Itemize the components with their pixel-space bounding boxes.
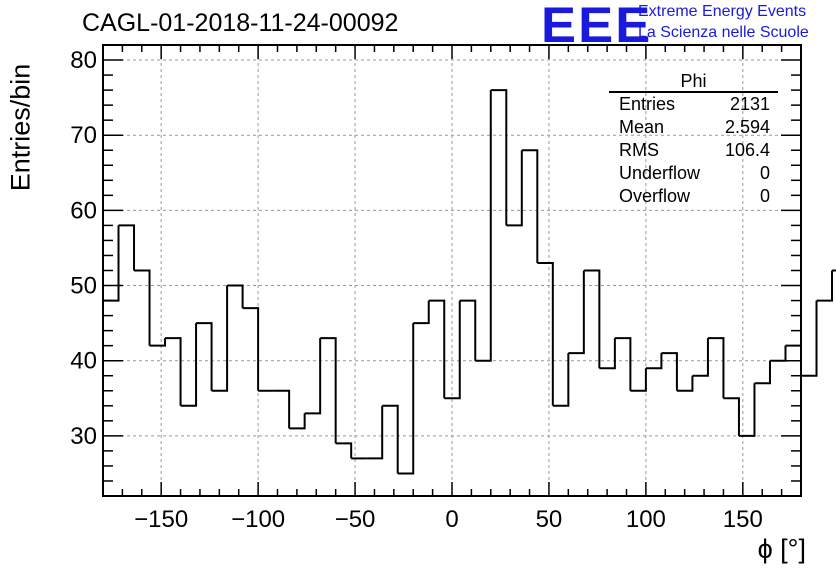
histogram-bin xyxy=(459,299,477,361)
x-tick-label: −100 xyxy=(231,506,285,533)
histogram-bin xyxy=(521,149,539,263)
histogram-bin xyxy=(413,300,430,325)
histogram-bin xyxy=(537,261,554,406)
x-axis-label: ϕ [°] xyxy=(757,534,806,564)
histogram-bin xyxy=(444,300,461,400)
histogram-bin xyxy=(738,383,756,437)
histogram-bins xyxy=(103,89,836,475)
histogram-bin xyxy=(227,284,244,309)
histogram-bin xyxy=(118,224,136,271)
tick-labels: −150 −100 −50 0 50 100 150 30 40 50 60 70 80 xyxy=(70,47,763,533)
histogram-bin xyxy=(366,405,384,460)
histogram-bin xyxy=(289,413,306,430)
histogram-bin xyxy=(196,322,213,391)
histogram-bin xyxy=(103,225,120,302)
histogram-bin xyxy=(320,337,337,444)
histogram-bin xyxy=(211,285,229,392)
stats-row-rms: RMS 106.4 xyxy=(609,139,778,162)
stats-value: 2.594 xyxy=(724,117,770,137)
histogram-bin xyxy=(149,338,167,347)
histogram-bin xyxy=(661,352,678,391)
x-tick-label: −50 xyxy=(335,506,376,533)
histogram-bin xyxy=(335,442,353,459)
stats-value: 0 xyxy=(759,163,770,183)
stats-value: 106.4 xyxy=(724,140,770,160)
histogram-bin xyxy=(490,89,508,226)
histogram-bin xyxy=(630,368,647,392)
x-tick-label: 50 xyxy=(536,506,563,533)
logo-subtitle-2: La Scienza nelle Scuole xyxy=(638,24,809,41)
histogram-bin xyxy=(304,338,322,415)
y-tick-label: 70 xyxy=(70,122,97,149)
y-tick-label: 50 xyxy=(70,273,97,300)
histogram-bin xyxy=(475,90,492,362)
stats-label: Entries xyxy=(619,94,676,114)
stats-row-entries: Entries 2131 xyxy=(609,93,778,116)
histogram-bin xyxy=(769,345,787,362)
grid xyxy=(103,45,801,496)
y-axis-label: Entries/bin xyxy=(5,63,36,192)
histogram-bin xyxy=(614,337,632,391)
histogram-bin xyxy=(134,269,151,346)
y-tick-label: 30 xyxy=(70,423,97,450)
chart-title: CAGL-01-2018-11-24-00092 xyxy=(82,9,399,37)
histogram-bin xyxy=(242,307,260,391)
histogram-bin xyxy=(645,353,663,370)
histogram-bin xyxy=(692,338,709,377)
stats-row-overflow: Overflow 0 xyxy=(609,185,778,208)
y-tick-label: 40 xyxy=(70,348,97,375)
x-tick-label: 100 xyxy=(626,506,666,533)
y-tick-label: 60 xyxy=(70,197,97,224)
x-tick-label: −150 xyxy=(134,506,188,533)
x-tick-label: 0 xyxy=(445,506,458,533)
histogram-bin xyxy=(382,404,399,474)
stats-value: 0 xyxy=(759,186,770,206)
histogram-bin xyxy=(165,337,182,406)
stats-label: Mean xyxy=(619,117,665,137)
stats-box: Phi Entries 2131 Mean 2.594 RMS 106.4 Un… xyxy=(609,72,778,208)
histogram-bin xyxy=(599,338,616,370)
histogram-bin xyxy=(583,269,601,369)
histogram-bin xyxy=(723,397,740,436)
histogram-bin xyxy=(552,353,570,407)
plot-frame xyxy=(102,44,802,497)
histogram-bin xyxy=(707,337,725,399)
histogram-bin xyxy=(676,375,694,392)
stats-row-mean: Mean 2.594 xyxy=(609,116,778,139)
histogram-bin xyxy=(273,389,291,429)
stats-title: Phi xyxy=(609,72,778,93)
histogram-bin xyxy=(506,150,523,227)
histogram-bin xyxy=(568,270,585,355)
histogram-bin xyxy=(754,360,771,385)
histogram-bin xyxy=(816,270,834,302)
stats-value: 2131 xyxy=(729,94,770,114)
stats-label: Underflow xyxy=(619,163,701,183)
x-tick-label: 150 xyxy=(723,506,763,533)
histogram-bin xyxy=(397,323,415,475)
histogram-bin xyxy=(180,323,198,407)
stats-label: Overflow xyxy=(619,186,691,206)
eee-logo: EEE xyxy=(541,0,653,53)
stats-row-underflow: Underflow 0 xyxy=(609,162,778,185)
histogram-bin xyxy=(428,299,446,399)
y-tick-label: 80 xyxy=(70,47,97,74)
axis-ticks xyxy=(102,44,802,497)
histogram-bin xyxy=(801,300,818,377)
stats-label: RMS xyxy=(619,140,659,160)
logo-subtitle-1: Extreme Energy Events xyxy=(638,3,807,20)
